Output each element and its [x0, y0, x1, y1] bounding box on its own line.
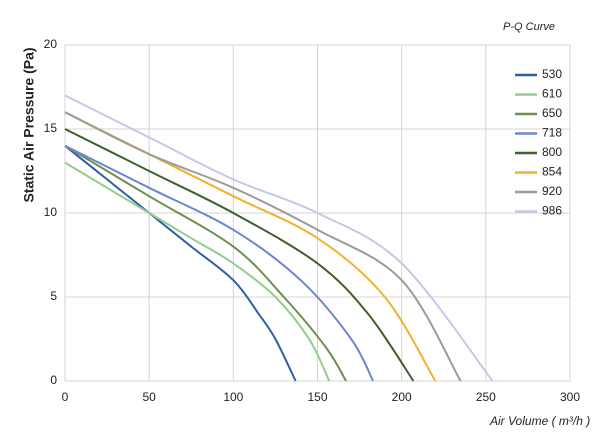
legend-label: 530 — [542, 67, 562, 81]
y-tick-label: 5 — [50, 289, 57, 303]
legend-label: 920 — [542, 184, 562, 198]
legend-label: 986 — [542, 204, 562, 218]
pq-curve — [64, 144, 347, 382]
pq-curve — [64, 128, 415, 382]
x-axis-label: Air Volume ( m³/h ) — [489, 414, 590, 428]
y-tick-label: 15 — [44, 121, 58, 135]
y-tick-label: 20 — [44, 37, 58, 51]
legend-label: 610 — [542, 87, 562, 101]
x-tick-label: 200 — [392, 390, 412, 404]
x-tick-label: 100 — [223, 390, 243, 404]
pq-curve — [64, 94, 494, 382]
x-tick-label: 150 — [307, 390, 327, 404]
x-tick-label: 0 — [62, 390, 69, 404]
x-tick-label: 300 — [560, 390, 580, 404]
y-axis-label: Static Air Pressure (Pa) — [21, 47, 37, 202]
x-tick-label: 50 — [142, 390, 156, 404]
pq-curve — [64, 145, 297, 382]
pq-curve — [64, 111, 462, 382]
pq-curve — [64, 144, 374, 382]
chart-title: P-Q Curve — [503, 21, 555, 33]
legend-label: 854 — [542, 165, 562, 179]
y-tick-label: 0 — [50, 373, 57, 387]
legend-label: 800 — [542, 145, 562, 159]
legend-label: 650 — [542, 106, 562, 120]
y-tick-label: 10 — [44, 205, 58, 219]
pq-curve — [64, 161, 331, 382]
x-tick-label: 250 — [476, 390, 496, 404]
legend-label: 718 — [542, 126, 562, 140]
